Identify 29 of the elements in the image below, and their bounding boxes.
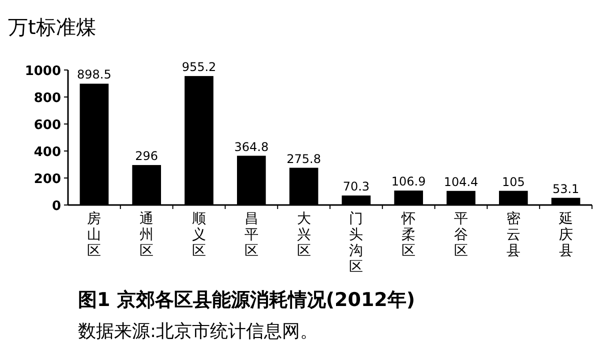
x-tick-label: 通州区 <box>140 211 154 259</box>
source-note: 数据来源:北京市统计信息网。 <box>78 321 318 342</box>
y-tick-label: 600 <box>34 118 61 133</box>
text: 图1 京郊各区县能源消耗情况(2012年) <box>78 289 416 311</box>
data-label: 53.1 <box>552 182 580 196</box>
data-label: 275.8 <box>286 152 321 166</box>
data-label: 364.8 <box>234 140 269 154</box>
y-tick-label: 0 <box>52 199 61 214</box>
x-tick-label: 顺义区 <box>192 211 206 259</box>
x-tick-label: 房山区 <box>87 211 102 259</box>
x-tick-label: 大兴区 <box>296 211 311 259</box>
x-tick-label: 门头沟区 <box>349 211 364 275</box>
x-tick-label: 怀柔区 <box>400 211 416 259</box>
data-label: 104.4 <box>444 174 478 189</box>
data-label: 70.3 <box>342 180 370 194</box>
y-tick-label: 800 <box>34 91 61 106</box>
ylabel: 万t标准煤 <box>8 15 96 39</box>
data-label: 898.5 <box>77 68 112 82</box>
x-tick-label: 平谷区 <box>454 211 468 259</box>
y-tick-label: 400 <box>34 145 61 160</box>
data-label: 105 <box>502 174 525 189</box>
data-label: 296 <box>135 149 158 164</box>
y-tick-label: 1000 <box>24 64 61 79</box>
data-label: 955.2 <box>182 60 216 74</box>
data-label: 106.9 <box>391 174 426 189</box>
x-tick-label: 延庆县 <box>558 211 573 259</box>
y-tick-label: 200 <box>34 172 61 187</box>
x-tick-label: 昌平区 <box>244 211 258 259</box>
x-tick-label: 密云县 <box>506 211 520 259</box>
